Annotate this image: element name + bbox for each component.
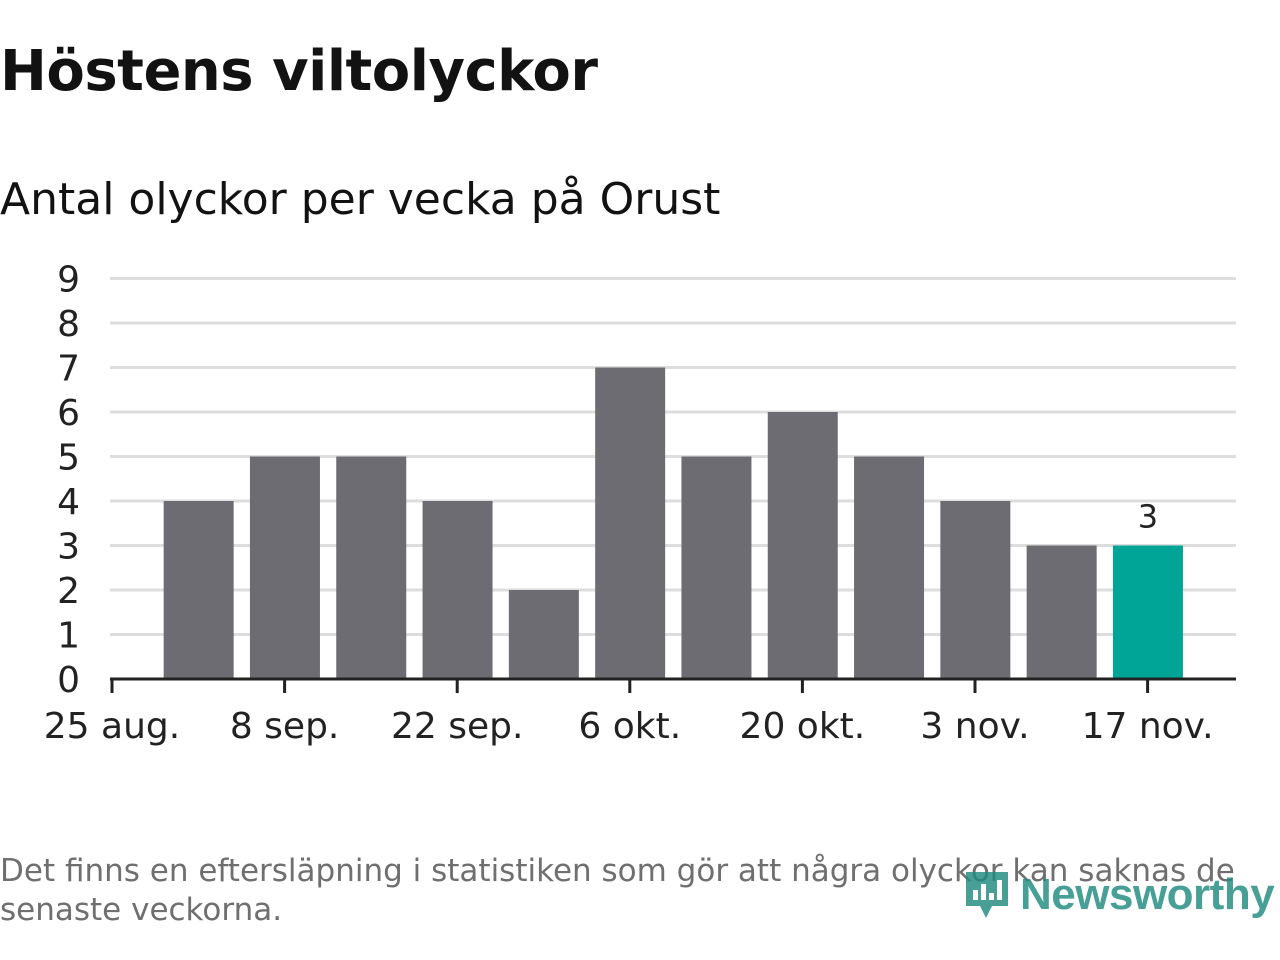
bars xyxy=(163,367,1183,679)
chart-subtitle: Antal olyckor per vecka på Orust xyxy=(0,174,721,225)
x-tick-label: 8 sep. xyxy=(230,706,340,747)
bar-v9 xyxy=(854,456,925,679)
bar-v2 xyxy=(249,456,320,679)
x-tick-label: 6 okt. xyxy=(578,706,681,747)
chart-title: Höstens viltolyckor xyxy=(0,39,598,104)
x-tick-label: 20 okt. xyxy=(740,706,866,747)
x-tick-label: 17 nov. xyxy=(1082,706,1214,747)
axes xyxy=(110,677,1236,693)
y-tick-label: 6 xyxy=(57,393,80,434)
bar-v11 xyxy=(1026,545,1097,679)
x-tick-label: 22 sep. xyxy=(391,706,523,747)
data-label: 3 xyxy=(1138,498,1158,536)
bar-v6 xyxy=(595,367,666,679)
y-tick-label: 1 xyxy=(57,616,80,657)
y-tick-label: 2 xyxy=(57,571,80,612)
bar-v12 xyxy=(1112,545,1183,679)
logo-chart-icon xyxy=(966,872,1008,918)
y-tick-label: 5 xyxy=(57,438,80,479)
footnote: Det finns en eftersläpning i statistiken… xyxy=(0,853,1235,928)
y-tick-label: 8 xyxy=(57,304,80,345)
bar-v8 xyxy=(767,412,838,679)
bar-v1 xyxy=(163,501,234,679)
newsworthy-logo: Newsworthy xyxy=(962,862,1275,928)
y-tick-label: 0 xyxy=(57,660,80,701)
bar-v4 xyxy=(422,501,493,679)
bar-v3 xyxy=(336,456,407,679)
x-tick-label: 25 aug. xyxy=(44,706,180,747)
y-tick-label: 9 xyxy=(57,260,80,301)
logo-text: Newsworthy xyxy=(1020,870,1275,919)
x-tick-label: 3 nov. xyxy=(920,706,1029,747)
y-tick-label: 3 xyxy=(57,527,80,568)
bar-v5 xyxy=(508,590,579,679)
y-tick-label: 7 xyxy=(57,349,80,390)
bar-v7 xyxy=(681,456,752,679)
y-tick-label: 4 xyxy=(57,482,80,523)
bar-v10 xyxy=(940,501,1011,679)
